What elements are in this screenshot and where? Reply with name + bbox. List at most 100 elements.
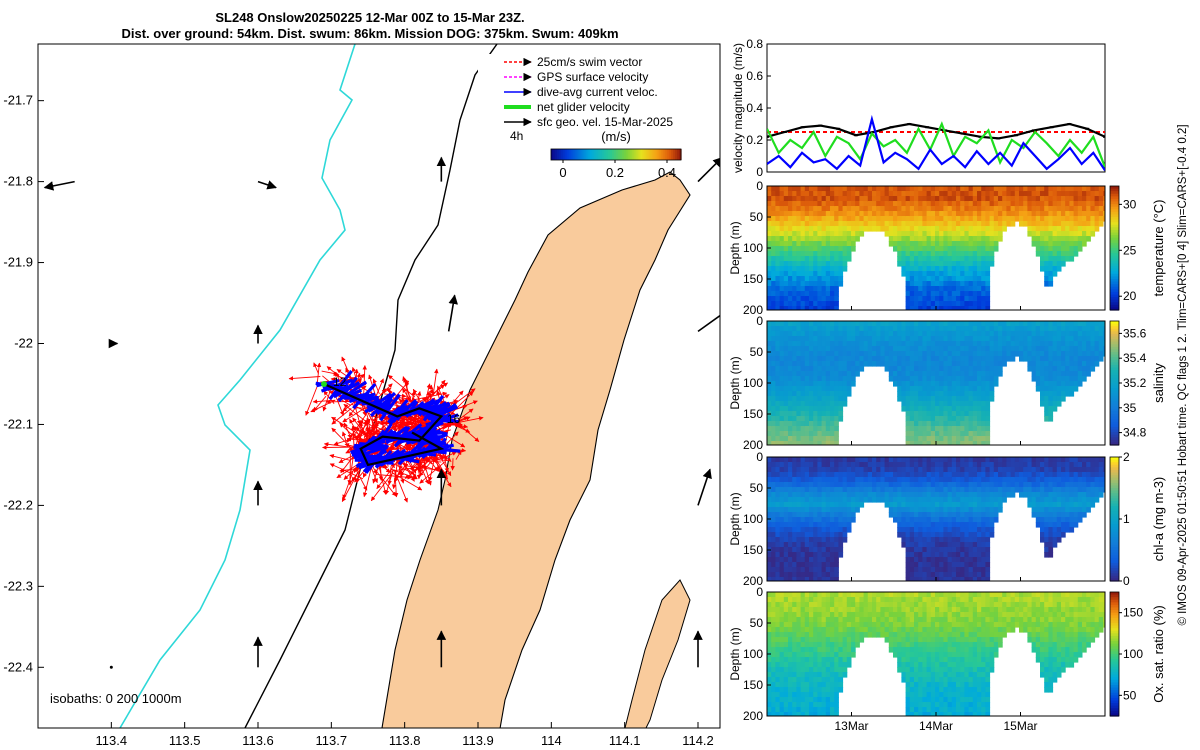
section-cell [851,371,856,377]
section-cell [1019,356,1024,362]
section-cell [960,361,965,367]
section-cell [960,286,965,292]
section-cell [914,522,919,528]
section-cell [817,196,823,202]
colorbar-cell [563,149,566,160]
section-cell [767,226,772,232]
section-cell [809,216,814,222]
section-cell [779,537,785,543]
section-cell [914,221,919,227]
section-cell [985,351,991,357]
section-cell [813,431,818,437]
section-cell [842,467,848,473]
section-colorbar-cell [1110,416,1119,420]
section-cell [947,512,953,518]
section-cell [951,411,957,417]
section-cell [968,196,974,202]
section-cell [809,306,814,310]
section-cell [846,231,852,237]
section-cell [1061,246,1066,252]
section-cell [855,191,860,197]
section-colorbar-cell [1110,304,1119,309]
section-cell [825,266,831,272]
section-cell [918,441,923,445]
section-cell [960,216,965,222]
map-y-tick-label: -21.8 [3,174,33,189]
section-cell [1027,361,1033,367]
section-colorbar-cell [1110,291,1119,296]
section-cell [922,492,928,498]
isobath-1000m [119,44,356,728]
colorbar-cell [644,149,648,160]
section-cell [846,346,852,352]
section-cell [842,236,848,242]
section-cell [1052,406,1058,412]
section-cell [1061,381,1066,387]
section-cell [792,326,797,332]
section-cell [1027,366,1033,372]
section-cell [947,497,953,503]
section-cell [981,211,986,217]
section-cell [935,436,940,442]
section-cell [960,542,965,548]
section-cell [981,326,986,332]
section-cell [1027,186,1033,192]
section-cell [956,306,961,310]
section-cell [830,552,835,558]
section-cell [1002,216,1007,222]
section-cell [985,391,991,397]
section-cell [935,296,940,302]
section-cell [767,191,772,197]
section-cell [821,542,827,548]
section-cell [830,331,835,337]
section-cell [943,281,949,287]
section-cell [968,336,974,342]
swim-vector [375,473,413,480]
section-cell [821,301,827,307]
section-cell [956,241,961,247]
section-cell [1052,381,1058,387]
section-cell [767,331,772,337]
section-cell [771,276,776,282]
section-cell [855,321,860,327]
section-cell [914,226,919,232]
section-cell [1056,231,1062,237]
section-cell [951,191,957,197]
section-cell [943,477,949,483]
section-cell [989,261,995,267]
section-cell [985,286,991,292]
section-cell [800,206,806,212]
section-cell [825,502,831,508]
section-cell [830,487,835,493]
section-cell [1061,196,1066,202]
section-cell [981,396,986,402]
section-cell [838,522,844,528]
section-cell [939,572,944,578]
section-cell [914,251,919,257]
section-cell [846,386,852,392]
section-cell [796,231,802,237]
section-cell [901,236,907,242]
section-cell [930,497,936,503]
section-cell [960,426,965,432]
section-cell [830,562,835,568]
section-cell [935,467,940,473]
section-cell [880,482,886,488]
section-cell [960,507,965,513]
section-cell [1056,186,1062,192]
section-cell [1040,356,1045,362]
section-cell [842,502,848,508]
section-cell [800,196,806,202]
section-cell [1069,246,1075,252]
section-cell [1019,326,1024,332]
map-x-tick-label: 113.7 [316,733,348,748]
section-cell [830,266,835,272]
section-cell [876,186,881,192]
section-cell [804,462,810,468]
section-cell [926,376,932,382]
section-cell [1086,341,1091,347]
section-cell [813,201,818,207]
section-cell [783,186,789,192]
section-cell [775,321,781,327]
section-cell [956,251,961,257]
